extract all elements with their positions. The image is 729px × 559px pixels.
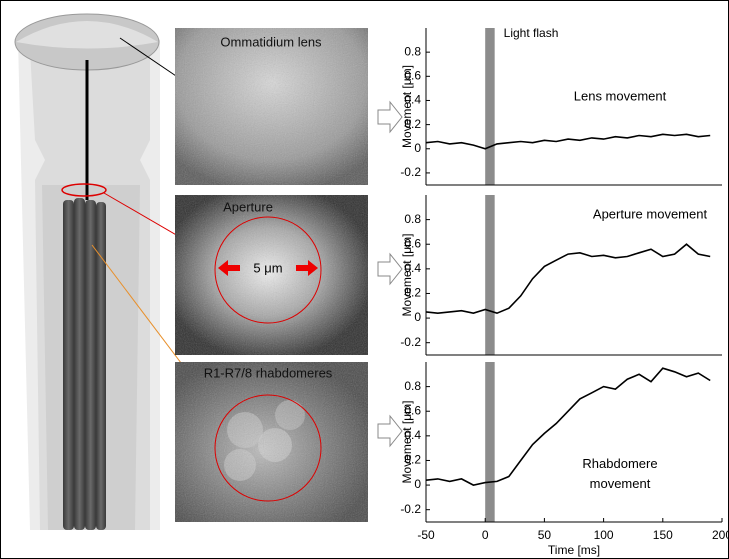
x-axis-label: Time [ms]	[548, 543, 600, 557]
chart-title: Aperture movement	[593, 206, 708, 221]
data-line	[425, 367, 711, 486]
y-tick-label: 0	[414, 310, 421, 324]
x-tick-label: 0	[482, 528, 489, 542]
image-label: Ommatidium lens	[220, 34, 322, 49]
arrows	[377, 100, 403, 448]
y-tick-label: 0	[414, 141, 421, 155]
light-flash-bar	[485, 28, 495, 185]
ommatidium-schematic	[14, 13, 229, 530]
annotation: Light flash	[504, 26, 559, 40]
data-line	[425, 133, 711, 150]
scale-label: 5 μm	[253, 260, 282, 275]
chart-title: Lens movement	[574, 88, 667, 103]
y-tick-label: 0.2	[404, 286, 421, 300]
y-tick-label: 0.2	[404, 117, 421, 131]
rhabdomere-image: R1-R7/8 rhabdomeres	[175, 362, 368, 522]
y-tick-label: 0.6	[404, 403, 421, 417]
y-tick-label: 0.4	[404, 93, 421, 107]
light-flash-bar	[485, 195, 495, 355]
x-tick-label: -50	[417, 528, 435, 542]
x-tick-label: 150	[653, 528, 673, 542]
image-label: Aperture	[223, 199, 273, 214]
lens-image: Ommatidium lens	[175, 28, 368, 185]
y-tick-label: 0.6	[404, 236, 421, 250]
light-flash-bar	[485, 362, 495, 522]
y-tick-label: -0.2	[400, 502, 421, 516]
x-tick-label: 200	[712, 528, 729, 542]
y-tick-label: 0.2	[404, 453, 421, 467]
y-tick-label: 0.4	[404, 428, 421, 442]
y-axis-label: Movement [μm]	[400, 234, 414, 317]
y-tick-label: 0.8	[404, 212, 421, 226]
y-tick-label: -0.2	[400, 335, 421, 349]
data-line	[425, 243, 711, 315]
y-tick-label: 0.4	[404, 261, 421, 275]
x-tick-label: 50	[538, 528, 552, 542]
y-tick-label: 0.8	[404, 44, 421, 58]
y-axis-label: Movement [μm]	[400, 401, 414, 484]
y-axis-label: Movement [μm]	[400, 65, 414, 148]
y-tick-label: -0.2	[400, 165, 421, 179]
y-tick-label: 0.8	[404, 379, 421, 393]
y-tick-label: 0	[414, 477, 421, 491]
aperture-image: Aperture 5 μm	[175, 195, 368, 355]
x-tick-label: 100	[594, 528, 614, 542]
image-label: R1-R7/8 rhabdomeres	[204, 365, 333, 380]
chart-title: Rhabdomere movement	[582, 456, 657, 491]
y-tick-label: 0.6	[404, 68, 421, 82]
